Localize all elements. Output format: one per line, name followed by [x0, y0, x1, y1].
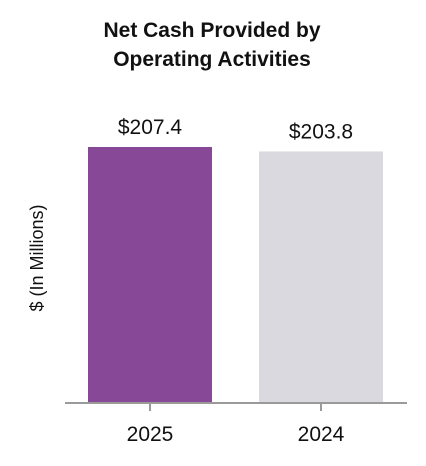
value-label-2025: $207.4 — [118, 116, 183, 139]
bar-2024 — [259, 151, 383, 403]
chart-title-line-1: Net Cash Provided by — [103, 19, 320, 42]
chart-title-line-2: Operating Activities — [113, 48, 311, 71]
x-tick-label-2024: 2024 — [298, 423, 345, 446]
y-axis-title: $ (In Millions) — [27, 204, 47, 311]
bar-2025 — [88, 147, 212, 403]
value-label-2024: $203.8 — [289, 120, 353, 143]
bars-layer: $207.4 2025 $203.8 2024 — [88, 116, 383, 446]
x-tick-label-2025: 2025 — [127, 423, 174, 446]
